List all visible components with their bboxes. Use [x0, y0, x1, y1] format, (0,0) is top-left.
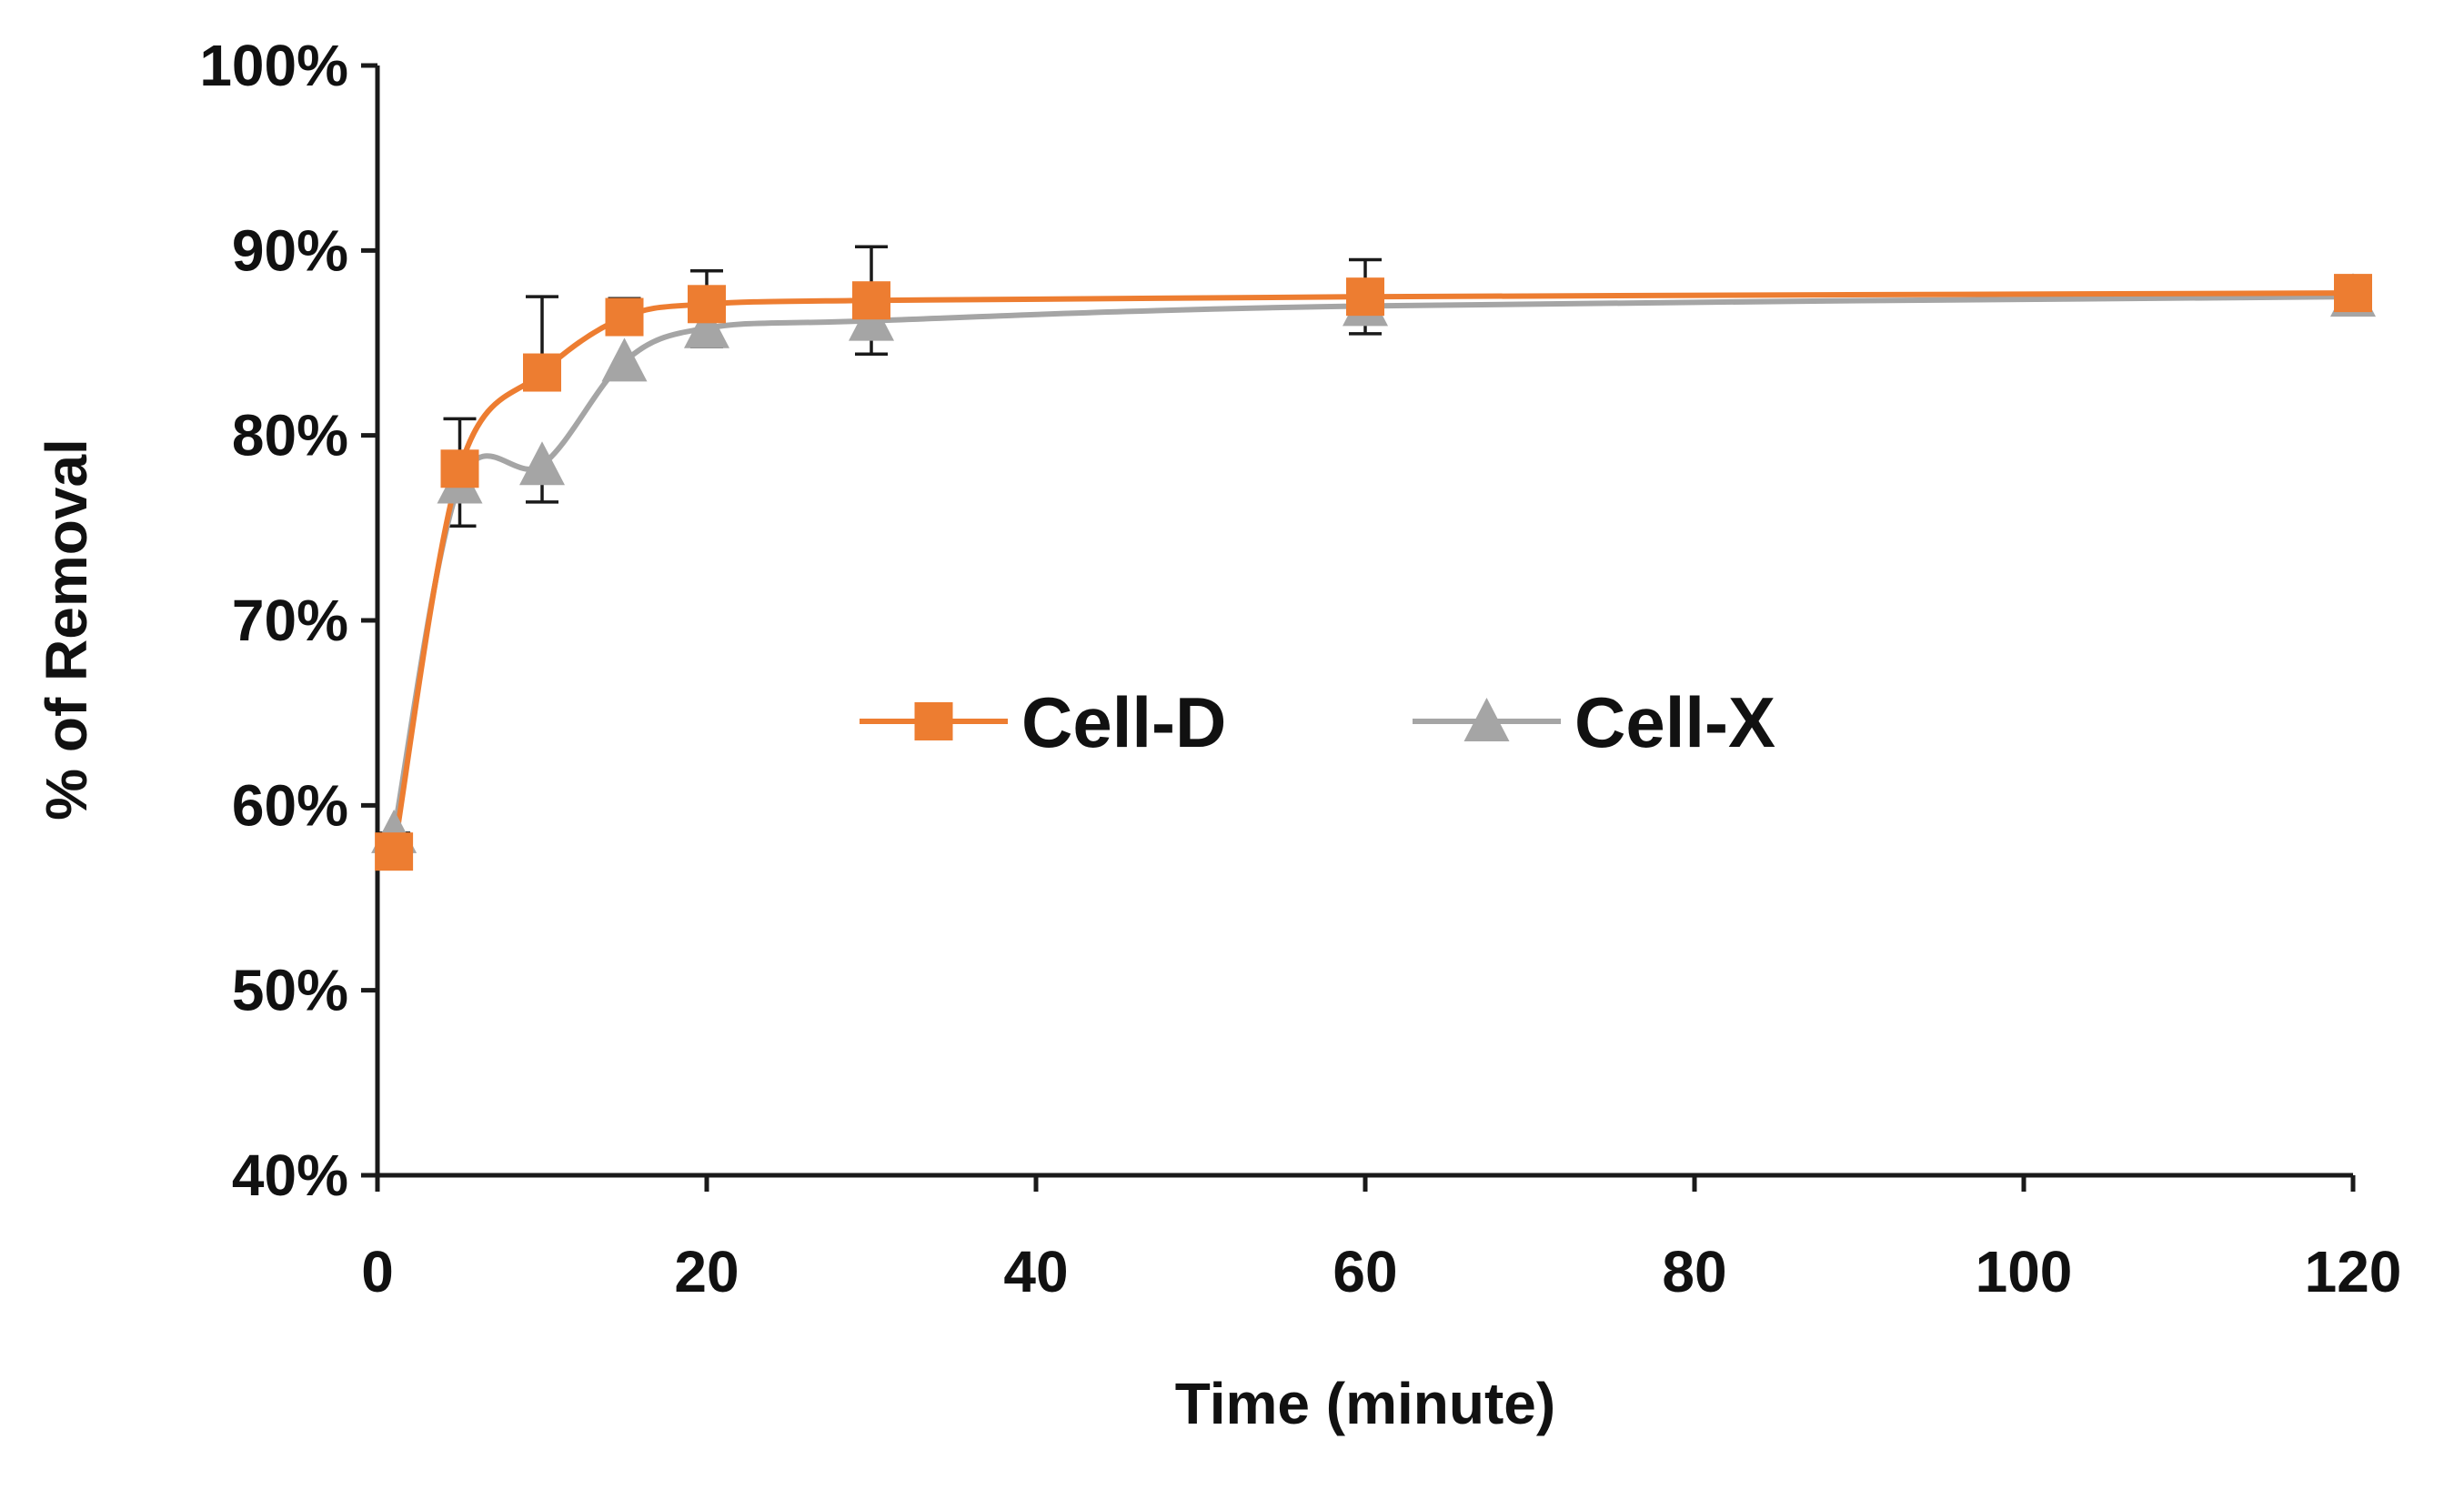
- x-tick-label: 60: [1333, 1239, 1397, 1304]
- x-tick-label: 0: [361, 1239, 394, 1304]
- y-tick-label: 100%: [199, 33, 348, 98]
- data-point-cell-d: [440, 449, 479, 488]
- y-tick-label: 50%: [232, 958, 348, 1023]
- data-point-cell-d: [688, 285, 726, 324]
- markers: [371, 273, 2376, 871]
- y-tick-label: 40%: [232, 1143, 348, 1208]
- legend-marker: [914, 702, 953, 740]
- data-point-cell-d: [375, 832, 414, 871]
- legend: Cell-D Cell-X: [860, 682, 1775, 762]
- data-point-cell-d: [2334, 274, 2372, 313]
- x-tick-label: 120: [2305, 1239, 2402, 1304]
- y-tick-label: 80%: [232, 403, 348, 468]
- legend-item-cell-x: Cell-X: [1413, 682, 1775, 762]
- legend-label: Cell-D: [1021, 682, 1226, 762]
- legend-label: Cell-X: [1574, 682, 1775, 762]
- data-point-cell-x: [684, 304, 729, 348]
- y-tick-label: 90%: [232, 217, 348, 283]
- y-tick-label: 60%: [232, 772, 348, 838]
- data-point-cell-x: [601, 337, 648, 382]
- x-tick-label: 80: [1662, 1239, 1726, 1304]
- data-point-cell-d: [852, 281, 890, 320]
- x-tick-label: 100: [1976, 1239, 2073, 1304]
- x-tick-label: 40: [1003, 1239, 1068, 1304]
- y-axis-title: % of Removal: [34, 438, 99, 820]
- axes: 40% 50% 60% 70% 80% 90% 100% 0 20 40 60 80 100 120: [199, 33, 2401, 1304]
- y-tick-label: 70%: [232, 588, 348, 653]
- x-tick-label: 20: [674, 1239, 739, 1304]
- data-point-cell-d: [605, 297, 644, 337]
- legend-marker: [1463, 698, 1510, 741]
- x-axis-title: Time (minute): [1175, 1371, 1555, 1436]
- data-point-cell-d: [1346, 277, 1384, 317]
- legend-item-cell-d: Cell-D: [860, 682, 1226, 762]
- data-point-cell-d: [523, 353, 561, 392]
- data-point-cell-x: [519, 441, 565, 486]
